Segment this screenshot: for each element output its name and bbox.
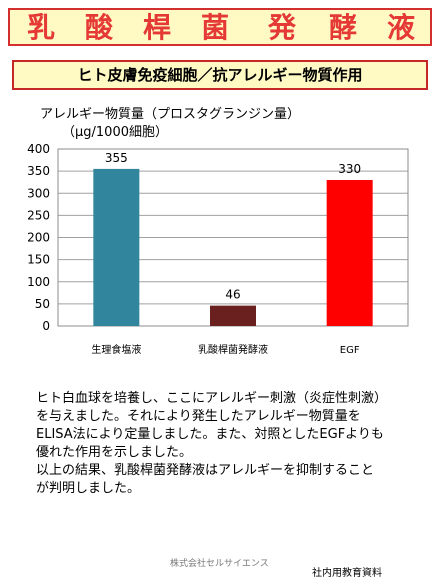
y-tick-label: 400 bbox=[27, 142, 50, 156]
category-label: EGF bbox=[340, 345, 360, 356]
description-paragraph: 以上の結果、乳酸桿菌発酵液はアレルギーを抑制することが判明しました。 bbox=[36, 463, 375, 496]
internal-note: 社内用教育資料 bbox=[312, 568, 382, 579]
title-char: 菌 bbox=[200, 11, 229, 44]
y-tick-label: 50 bbox=[35, 297, 50, 311]
chart-unit-label: （μg/1000細胞） bbox=[62, 125, 168, 140]
title-char: 酸 bbox=[84, 11, 113, 44]
category-label: 生理食塩液 bbox=[91, 343, 141, 356]
y-tick-label: 350 bbox=[27, 164, 50, 178]
y-tick-label: 0 bbox=[42, 319, 50, 333]
y-tick-label: 250 bbox=[27, 208, 50, 222]
y-tick-label: 150 bbox=[27, 253, 50, 267]
category-label: 乳酸桿菌発酵液 bbox=[198, 343, 268, 356]
title-char: 乳 bbox=[26, 11, 55, 44]
title-char: 酵 bbox=[328, 11, 357, 44]
subtitle-banner: ヒト皮膚免疫細胞／抗アレルギー物質作用 bbox=[12, 60, 428, 90]
bar bbox=[210, 305, 256, 326]
y-tick-label: 300 bbox=[27, 186, 50, 200]
y-tick-label: 200 bbox=[27, 231, 50, 245]
bar-chart: 0 50 100 150 200 250 300 350 400 355 生理食塩液 46 乳酸桿菌発酵… bbox=[27, 142, 409, 356]
chart-title: アレルギー物質量（プロスタグランジン量） bbox=[40, 107, 301, 122]
title-char: 液 bbox=[386, 11, 415, 44]
title-banner: 乳 酸 桿 菌 発 酵 液 bbox=[8, 8, 432, 46]
description: ヒト白血球を培養し、ここにアレルギー刺激（炎症性刺激）を与えました。それにより発… bbox=[36, 390, 386, 498]
bar bbox=[93, 168, 140, 326]
company-name: 株式会社セルサイエンス bbox=[170, 559, 269, 569]
data-label: 46 bbox=[225, 288, 240, 302]
data-label: 355 bbox=[105, 151, 128, 165]
y-tick-label: 100 bbox=[27, 275, 50, 289]
description-paragraph: ヒト白血球を培養し、ここにアレルギー刺激（炎症性刺激）を与えました。それにより発… bbox=[36, 391, 384, 460]
data-label: 330 bbox=[338, 162, 361, 176]
title-char: 桿 bbox=[142, 11, 171, 44]
title-char: 発 bbox=[267, 11, 296, 44]
bar bbox=[326, 179, 373, 326]
